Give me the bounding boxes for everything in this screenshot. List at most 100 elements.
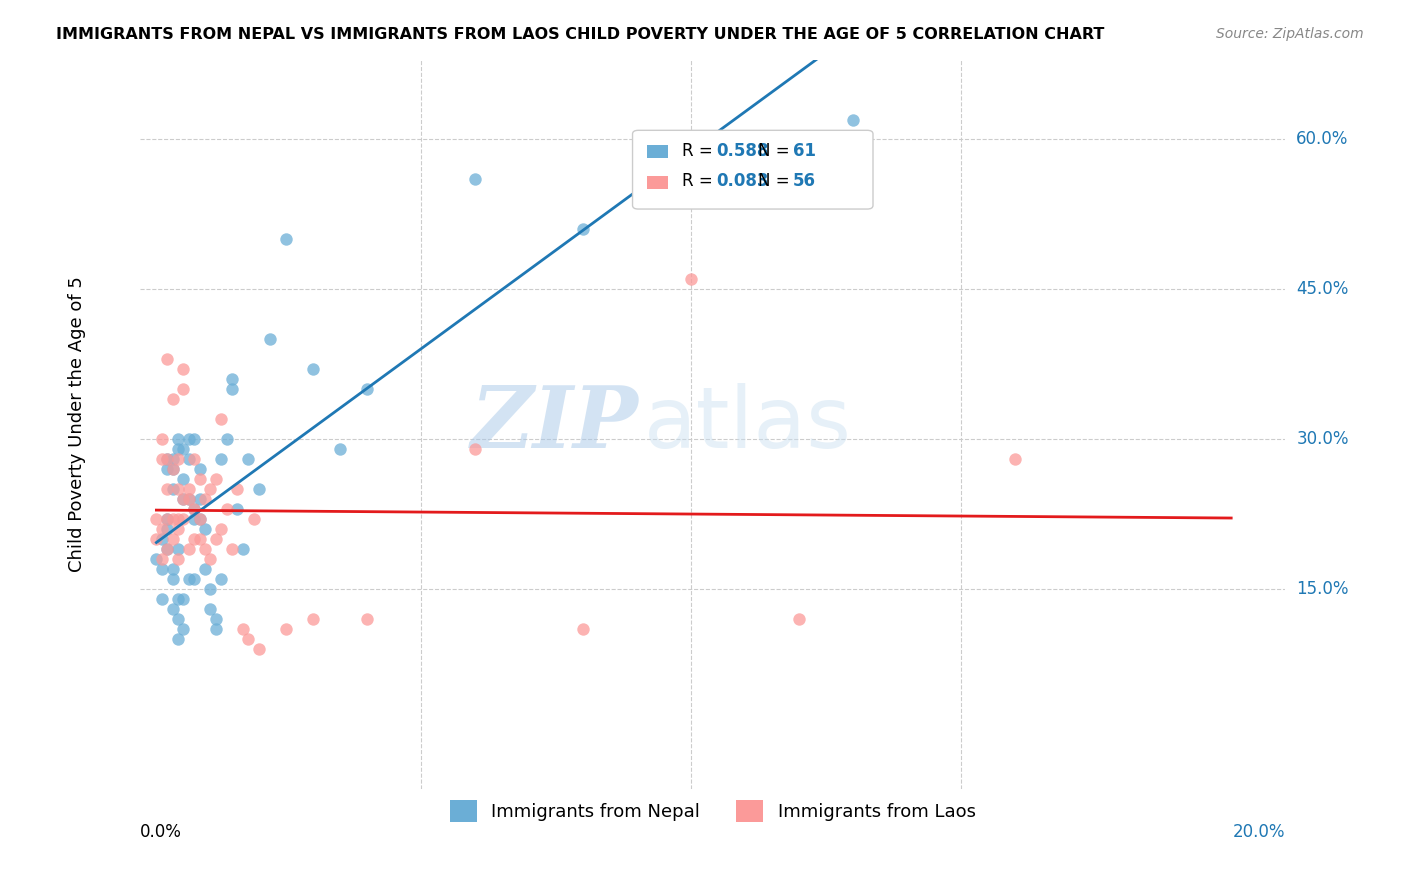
Text: Source: ZipAtlas.com: Source: ZipAtlas.com: [1216, 27, 1364, 41]
Point: [162, 462, 184, 476]
Point: [167, 522, 190, 536]
Text: 0.588: 0.588: [716, 142, 769, 160]
Point: [150, 552, 173, 566]
Point: [177, 541, 200, 556]
Point: [232, 541, 254, 556]
Point: [177, 482, 200, 496]
Point: [842, 112, 865, 127]
Text: 0.0%: 0.0%: [141, 823, 181, 841]
Text: IMMIGRANTS FROM NEPAL VS IMMIGRANTS FROM LAOS CHILD POVERTY UNDER THE AGE OF 5 C: IMMIGRANTS FROM NEPAL VS IMMIGRANTS FROM…: [56, 27, 1105, 42]
Text: 61: 61: [793, 142, 815, 160]
Text: R =: R =: [682, 142, 718, 160]
Point: [145, 552, 167, 566]
Point: [204, 622, 226, 636]
Point: [162, 452, 184, 467]
Text: 0.083: 0.083: [716, 172, 769, 190]
Point: [162, 512, 184, 526]
Point: [177, 432, 200, 446]
Point: [162, 562, 184, 576]
Point: [194, 562, 217, 576]
Point: [183, 512, 205, 526]
Point: [1004, 452, 1026, 467]
Text: 45.0%: 45.0%: [1296, 280, 1348, 298]
Point: [145, 512, 167, 526]
Point: [145, 532, 167, 546]
Point: [177, 491, 200, 506]
Point: [209, 452, 232, 467]
Point: [204, 472, 226, 486]
Text: N =: N =: [758, 142, 796, 160]
Point: [162, 602, 184, 616]
Point: [177, 452, 200, 467]
Text: 56: 56: [793, 172, 815, 190]
Point: [172, 442, 194, 456]
Point: [172, 491, 194, 506]
Point: [162, 532, 184, 546]
Point: [172, 382, 194, 396]
Point: [172, 512, 194, 526]
Text: N =: N =: [758, 172, 796, 190]
Point: [156, 452, 179, 467]
Text: atlas: atlas: [644, 383, 852, 466]
Legend: Immigrants from Nepal, Immigrants from Laos: Immigrants from Nepal, Immigrants from L…: [440, 790, 984, 830]
Text: R =: R =: [682, 172, 718, 190]
Point: [226, 502, 249, 516]
Point: [232, 622, 254, 636]
Point: [274, 232, 297, 246]
Point: [156, 462, 179, 476]
Point: [204, 532, 226, 546]
Point: [150, 522, 173, 536]
Point: [156, 512, 179, 526]
Point: [221, 372, 243, 386]
Point: [150, 432, 173, 446]
Point: [274, 622, 297, 636]
Text: ZIP: ZIP: [471, 383, 638, 466]
Point: [204, 612, 226, 626]
Text: 60.0%: 60.0%: [1296, 130, 1348, 148]
Point: [194, 541, 217, 556]
Point: [188, 532, 211, 546]
Point: [183, 432, 205, 446]
Point: [215, 502, 238, 516]
FancyBboxPatch shape: [633, 130, 873, 209]
Point: [172, 491, 194, 506]
Point: [172, 591, 194, 606]
Point: [156, 522, 179, 536]
Point: [167, 541, 190, 556]
Point: [188, 512, 211, 526]
Point: [209, 412, 232, 426]
Point: [150, 591, 173, 606]
Point: [329, 442, 352, 456]
Point: [209, 522, 232, 536]
Point: [194, 522, 217, 536]
Point: [238, 452, 260, 467]
Point: [209, 572, 232, 586]
Point: [167, 452, 190, 467]
Point: [156, 482, 179, 496]
Point: [194, 491, 217, 506]
Point: [183, 572, 205, 586]
Text: 30.0%: 30.0%: [1296, 430, 1348, 448]
Point: [200, 552, 222, 566]
Point: [156, 352, 179, 367]
Point: [221, 382, 243, 396]
Point: [156, 541, 179, 556]
Point: [167, 512, 190, 526]
Point: [172, 622, 194, 636]
Point: [167, 552, 190, 566]
Point: [167, 591, 190, 606]
Point: [188, 512, 211, 526]
Point: [215, 432, 238, 446]
Point: [177, 491, 200, 506]
Point: [162, 392, 184, 406]
Point: [183, 502, 205, 516]
Text: 15.0%: 15.0%: [1296, 580, 1348, 598]
Point: [464, 172, 486, 186]
Point: [681, 272, 703, 286]
Point: [226, 482, 249, 496]
Point: [302, 612, 325, 626]
Point: [167, 612, 190, 626]
Point: [188, 462, 211, 476]
Point: [200, 582, 222, 596]
Text: 20.0%: 20.0%: [1233, 823, 1285, 841]
